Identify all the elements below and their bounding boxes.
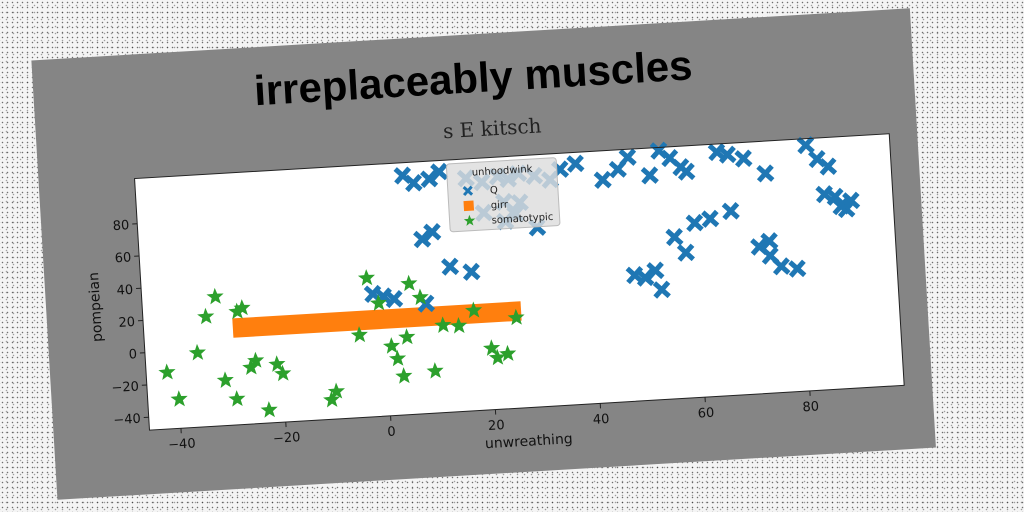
point-somatotypic <box>228 302 246 320</box>
point-somatotypic <box>426 362 444 379</box>
point-somatotypic <box>398 328 416 345</box>
point-somatotypic <box>170 390 188 407</box>
point-somatotypic <box>247 351 265 369</box>
legend-title: unhoodwink <box>471 164 532 179</box>
point-Q <box>646 261 665 280</box>
chart-axes: −40 −20 0 20 40 60 80 −40 −20 0 20 40 60 80 <box>111 133 905 453</box>
point-somatotypic <box>395 367 413 384</box>
point-somatotypic <box>268 355 286 372</box>
point-Q <box>760 232 779 251</box>
point-somatotypic <box>350 326 368 343</box>
chart-title: s E kitsch <box>442 113 542 143</box>
legend-item-somatotypic: somatotypic <box>463 212 554 227</box>
y-tick-label: −40 <box>113 412 141 429</box>
plot-area <box>134 133 905 431</box>
point-Q <box>420 169 439 188</box>
y-tick-label: 20 <box>118 315 135 331</box>
point-Q <box>593 170 612 189</box>
point-Q <box>788 259 807 278</box>
point-somatotypic <box>242 358 260 376</box>
point-Q <box>566 154 585 173</box>
point-Q <box>701 209 720 228</box>
point-Q <box>665 228 684 247</box>
point-somatotypic <box>197 307 215 325</box>
y-tick-label: 80 <box>112 218 129 234</box>
x-tick-label: 20 <box>488 418 505 434</box>
point-Q <box>734 149 753 168</box>
point-Q <box>685 213 704 233</box>
point-somatotypic <box>323 390 341 408</box>
point-Q <box>826 187 845 206</box>
point-Q <box>636 268 655 287</box>
point-somatotypic <box>450 317 468 334</box>
x-axis-label: unwreathing <box>485 431 574 452</box>
bar-girr <box>232 301 522 338</box>
point-somatotypic <box>216 371 234 388</box>
x-tick-label: 60 <box>697 406 714 422</box>
point-somatotypic <box>274 364 292 382</box>
legend-marker <box>463 214 476 226</box>
point-Q <box>756 164 775 183</box>
point-somatotypic <box>206 287 224 305</box>
legend-item-Q: Q <box>462 185 499 197</box>
y-tick-label: 60 <box>114 250 131 266</box>
point-Q <box>818 157 838 176</box>
point-Q <box>772 257 791 276</box>
point-somatotypic <box>388 349 407 367</box>
x-tick-label: 0 <box>387 425 396 440</box>
point-somatotypic <box>357 269 375 286</box>
y-tick-label: 0 <box>128 347 137 362</box>
point-somatotypic <box>327 382 345 400</box>
point-Q <box>430 162 449 181</box>
y-tick-label: −20 <box>111 379 139 396</box>
point-somatotypic <box>499 344 517 362</box>
point-somatotypic <box>507 308 525 326</box>
x-tick-label: −20 <box>273 430 301 447</box>
point-somatotypic <box>411 288 429 306</box>
point-Q <box>441 257 460 276</box>
point-somatotypic <box>369 294 387 311</box>
point-Q <box>796 136 815 155</box>
point-somatotypic <box>434 316 452 333</box>
point-Q <box>462 262 481 281</box>
point-Q <box>676 243 695 262</box>
point-somatotypic <box>465 301 483 319</box>
point-Q <box>721 202 740 221</box>
legend-label: somatotypic <box>491 212 553 227</box>
plot-frame <box>134 133 905 431</box>
legend-label: girr <box>490 199 509 211</box>
point-somatotypic <box>383 337 401 354</box>
point-somatotypic <box>158 363 176 380</box>
point-Q <box>842 191 861 210</box>
point-Q <box>413 230 432 249</box>
legend-label: Q <box>490 185 499 196</box>
point-Q <box>618 148 637 167</box>
legend-marker <box>462 185 474 197</box>
x-tick-label: −40 <box>168 436 196 453</box>
point-Q <box>385 290 404 309</box>
point-Q <box>652 280 671 299</box>
y-axis-label: pompeian <box>86 272 106 343</box>
x-tick-label: 80 <box>802 399 819 415</box>
point-somatotypic <box>482 339 501 356</box>
point-Q <box>404 173 423 193</box>
point-Q <box>640 166 659 185</box>
legend-box <box>445 157 561 233</box>
point-Q <box>423 223 442 242</box>
point-somatotypic <box>260 401 278 418</box>
point-somatotypic <box>188 343 206 361</box>
legend-item-girr: girr <box>463 199 509 212</box>
point-Q <box>677 162 696 181</box>
point-somatotypic <box>228 390 246 407</box>
point-somatotypic <box>400 274 418 292</box>
y-tick-label: 40 <box>116 283 133 299</box>
point-somatotypic <box>233 299 251 316</box>
x-tick-label: 40 <box>592 412 609 428</box>
figure-panel: irreplaceably muscles s E kitsch −40 −20 0… <box>31 8 936 500</box>
point-somatotypic <box>488 348 506 366</box>
point-Q <box>718 145 737 164</box>
legend-marker <box>463 200 475 212</box>
